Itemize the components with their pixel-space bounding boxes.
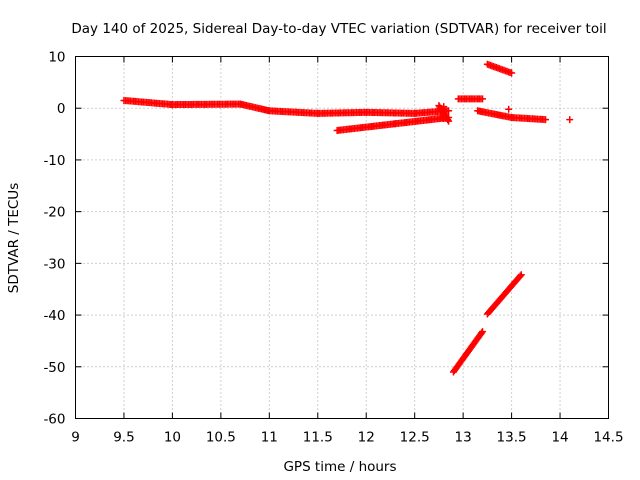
data-point	[478, 329, 486, 337]
y-tick-label: -10	[43, 153, 65, 169]
tick-labels: 9 9.5 10 10.5 11 11.5 12 12.5 13 13.5 14 14.5 10 0 -10…	[43, 50, 623, 446]
x-tick-label: 9	[71, 430, 80, 446]
data-point	[517, 271, 525, 279]
y-tick-label: -50	[43, 360, 65, 376]
y-tick-label: 10	[48, 50, 65, 66]
y-axis-label: SDTVAR / TECUs	[6, 183, 22, 293]
data-point	[542, 116, 550, 124]
x-tick-label: 10	[164, 430, 181, 446]
x-tick-label: 11.5	[303, 430, 333, 446]
data-point	[445, 117, 453, 125]
y-tick-label: -40	[43, 308, 65, 324]
data-point	[566, 116, 574, 124]
x-tick-label: 9.5	[113, 430, 134, 446]
y-tick-label: -20	[43, 205, 65, 221]
x-axis-label: GPS time / hours	[283, 459, 396, 475]
x-tick-label: 13	[455, 430, 472, 446]
x-tick-label: 12.5	[400, 430, 430, 446]
x-tick-label: 12	[358, 430, 375, 446]
data-point	[479, 328, 487, 336]
x-tick-label: 13.5	[497, 430, 527, 446]
x-tick-label: 11	[261, 430, 278, 446]
data-point	[508, 69, 516, 77]
plot-frame	[75, 56, 609, 419]
data-point	[516, 272, 524, 280]
data-point	[505, 105, 513, 113]
axis-ticks	[75, 56, 609, 419]
y-tick-label: -30	[43, 256, 65, 272]
x-tick-label: 10.5	[206, 430, 236, 446]
y-tick-label: 0	[57, 101, 66, 117]
y-tick-label: -60	[43, 412, 65, 428]
x-tick-label: 14.5	[593, 430, 623, 446]
data-point	[479, 95, 487, 103]
data-point	[444, 116, 452, 124]
data-points	[120, 60, 574, 376]
data-point	[440, 115, 448, 123]
chart-title: Day 140 of 2025, Sidereal Day-to-day VTE…	[71, 21, 606, 37]
x-tick-label: 14	[551, 430, 568, 446]
